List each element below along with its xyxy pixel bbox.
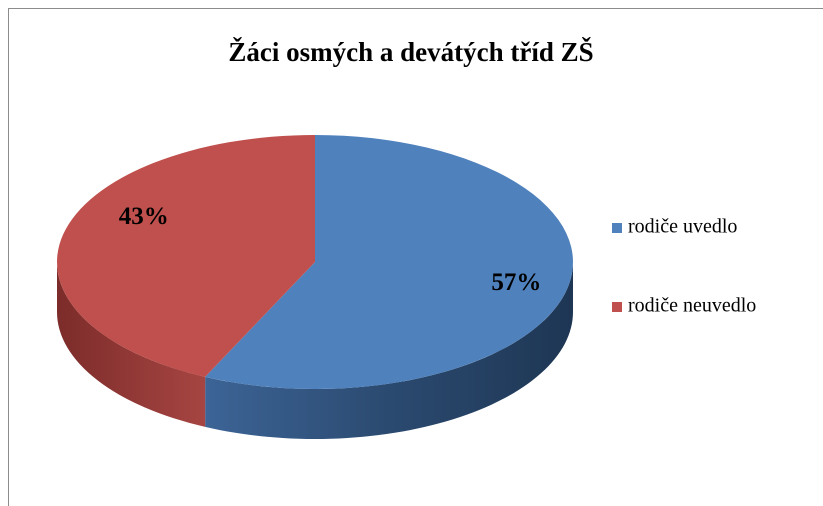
pie-side [57,262,206,427]
legend-swatch [612,302,622,312]
pie-side [205,262,574,439]
legend-label: rodiče neuvedlo [628,295,756,317]
value-label: 43% [119,203,169,230]
value-label: 57% [491,269,541,296]
chart-title: Žáci osmých a devátých tříd ZŠ [228,37,593,67]
legend-label: rodiče uvedlo [628,216,737,238]
pie-slice [57,135,316,377]
legend-swatch [612,223,622,233]
pie-slice [205,135,574,390]
